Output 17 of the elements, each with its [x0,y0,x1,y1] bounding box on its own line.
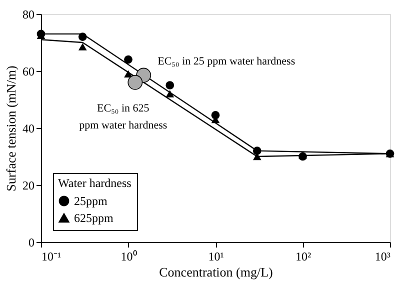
y-tick-label: 20 [22,178,34,192]
y-tick-label: 0 [28,236,34,250]
x-tick-label: 10⁰ [120,250,137,264]
x-tick-label: 10⁻¹ [42,250,62,264]
x-tick-label: 10¹ [208,250,224,264]
annotation: EC₅₀ in 625 ppm water hardness [79,102,168,132]
y-axis-title: Surface tension (mN/m) [4,66,18,192]
legend-label: 625ppm [74,211,114,225]
y-tick-label: 60 [22,64,34,78]
y-tick-label: 40 [22,122,34,136]
x-tick-label: 10² [295,250,312,264]
legend-label: 25ppm [74,194,108,208]
x-axis-title: Concentration (mg/L) [159,264,273,280]
y-tick-label: 80 [22,8,34,22]
legend-title: Water hardness [58,176,132,190]
annotation: EC₅₀ in 25 ppm water hardness [158,55,296,68]
x-tick-label: 10³ [374,250,391,264]
